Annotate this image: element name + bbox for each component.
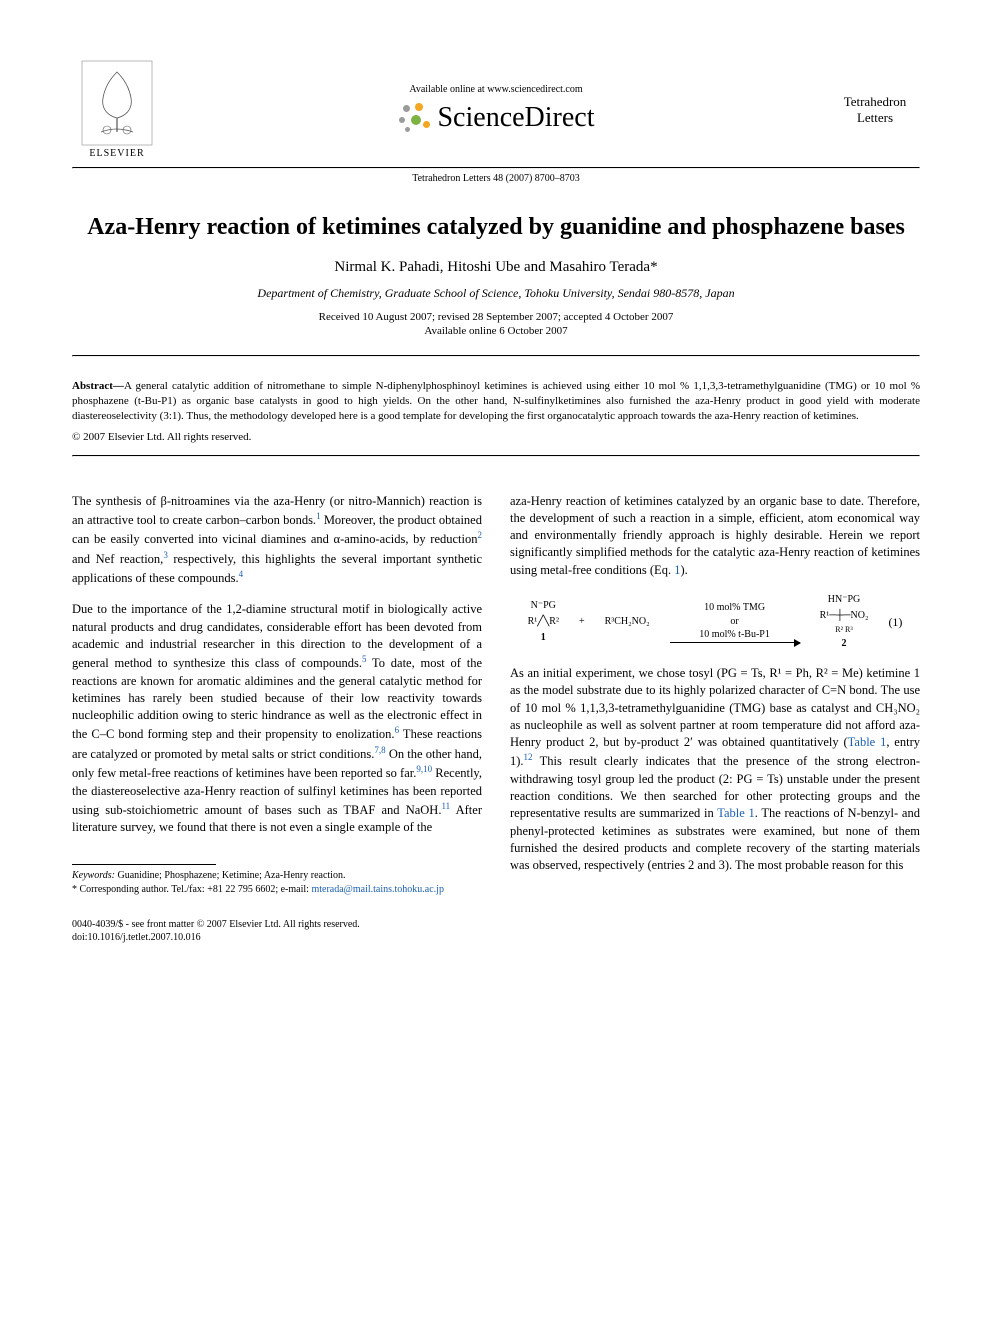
ref-12[interactable]: 12: [524, 752, 533, 762]
footer-doi: doi:10.1016/j.tetlet.2007.10.016: [72, 931, 920, 944]
p3end: ).: [680, 563, 687, 577]
eq-cond-bot: 10 mol% t-Bu-P1: [699, 628, 770, 642]
ref-7-8[interactable]: 7,8: [374, 745, 385, 755]
eq-prod-sub: R² R³: [835, 624, 852, 635]
abstract-copyright: © 2007 Elsevier Ltd. All rights reserved…: [72, 430, 920, 445]
eq-product: HN⁻PG R¹─┼─NO₂ R² R³ 2: [820, 593, 869, 651]
column-left: The synthesis of β-nitroamines via the a…: [72, 493, 482, 897]
elsevier-logo: ELSEVIER: [72, 60, 162, 159]
sciencedirect-dots-icon: [397, 101, 431, 135]
abstract-rule-bottom: [72, 455, 920, 457]
abstract-text: A general catalytic addition of nitromet…: [72, 380, 920, 422]
authors: Nirmal K. Pahadi, Hitoshi Ube and Masahi…: [72, 259, 920, 276]
elsevier-tree-icon: [81, 60, 153, 146]
paragraph-3: aza-Henry reaction of ketimines catalyze…: [510, 493, 920, 579]
journal-name-line1: Tetrahedron: [830, 94, 920, 110]
sciencedirect-block: Available online at www.sciencedirect.co…: [162, 84, 830, 135]
footnote-keywords: Keywords: Guanidine; Phosphazene; Ketimi…: [72, 869, 482, 883]
eq-plus: +: [579, 615, 585, 629]
equation-1: N⁻PG R¹╱╲R² 1 + R³CH₂NO₂ 10 mol% TMG or …: [510, 593, 920, 651]
eq-reagent-1: N⁻PG R¹╱╲R² 1: [528, 599, 559, 644]
p3: aza-Henry reaction of ketimines catalyze…: [510, 494, 920, 577]
date-available: Available online 6 October 2007: [72, 325, 920, 337]
eq-prod-body: R¹─┼─NO₂: [820, 609, 869, 623]
ref-4[interactable]: 4: [239, 569, 244, 579]
eq-number: (1): [888, 614, 902, 631]
available-online-text: Available online at www.sciencedirect.co…: [162, 84, 830, 95]
journal-logo: Tetrahedron Letters: [830, 94, 920, 125]
affiliation: Department of Chemistry, Graduate School…: [72, 286, 920, 301]
corresponding-text: * Corresponding author. Tel./fax: +81 22…: [72, 884, 311, 895]
ref-11[interactable]: 11: [441, 801, 450, 811]
footer: 0040-4039/$ - see front matter © 2007 El…: [72, 918, 920, 944]
eq-arrow: 10 mol% TMG or 10 mol% t-Bu-P1: [670, 601, 800, 643]
keywords-text: Guanidine; Phosphazene; Ketimine; Aza-He…: [115, 870, 345, 881]
body-columns: The synthesis of β-nitroamines via the a…: [72, 493, 920, 897]
eq-prod-num: 2: [842, 637, 847, 651]
sciencedirect-text: ScienceDirect: [437, 102, 594, 134]
header-rule: [72, 167, 920, 169]
ref-9-10[interactable]: 9,10: [416, 764, 432, 774]
citation: Tetrahedron Letters 48 (2007) 8700–8703: [72, 173, 920, 184]
page-header: ELSEVIER Available online at www.science…: [72, 60, 920, 159]
footer-line1: 0040-4039/$ - see front matter © 2007 El…: [72, 918, 920, 931]
keywords-label: Keywords:: [72, 870, 115, 881]
corresponding-email[interactable]: mterada@mail.tains.tohoku.ac.jp: [311, 884, 444, 895]
eq-reagent-2: R³CH₂NO₂: [605, 615, 650, 629]
paragraph-4: As an initial experiment, we chose tosyl…: [510, 665, 920, 874]
elsevier-name: ELSEVIER: [89, 148, 144, 159]
footnote-corresponding: * Corresponding author. Tel./fax: +81 22…: [72, 883, 482, 897]
eq-prod-top: HN⁻PG: [828, 593, 861, 607]
paragraph-1: The synthesis of β-nitroamines via the a…: [72, 493, 482, 588]
p1c: and Nef reaction,: [72, 552, 163, 566]
journal-name-line2: Letters: [830, 110, 920, 126]
date-received: Received 10 August 2007; revised 28 Sept…: [72, 311, 920, 323]
eq-cond-top: 10 mol% TMG: [704, 601, 765, 615]
sciencedirect-logo: ScienceDirect: [162, 101, 830, 135]
table-1-ref[interactable]: Table 1: [848, 735, 887, 749]
eq-r1-top: N⁻PG: [531, 599, 556, 613]
eq-cond-mid: or: [730, 615, 738, 629]
footnote-rule: [72, 864, 216, 865]
eq-r1-body: R¹╱╲R²: [528, 615, 559, 629]
abstract-label: Abstract—: [72, 380, 124, 392]
column-right: aza-Henry reaction of ketimines catalyze…: [510, 493, 920, 897]
paragraph-2: Due to the importance of the 1,2-diamine…: [72, 601, 482, 836]
article-title: Aza-Henry reaction of ketimines catalyze…: [72, 212, 920, 243]
eq-arrow-line: [670, 642, 800, 643]
eq-r1-num: 1: [541, 631, 546, 645]
table-1-ref-2[interactable]: Table 1: [717, 806, 755, 820]
abstract-rule-top: [72, 355, 920, 357]
abstract: Abstract—A general catalytic addition of…: [72, 379, 920, 444]
ref-2[interactable]: 2: [478, 530, 483, 540]
